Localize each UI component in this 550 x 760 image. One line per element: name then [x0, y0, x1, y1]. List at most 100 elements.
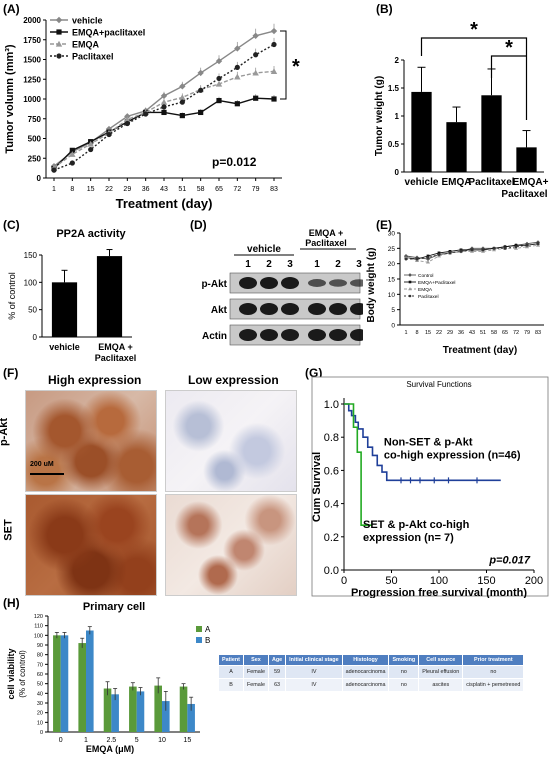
- bar-A: [53, 635, 61, 732]
- bar-B: [187, 703, 195, 732]
- data-point: [503, 246, 507, 250]
- significance-bracket: [420, 37, 528, 120]
- y-tick-label: 0.8: [324, 432, 339, 444]
- data-point: [525, 243, 529, 247]
- y-tick-label: 0: [40, 730, 43, 736]
- x-axis-label: Progression free survival (month): [351, 587, 527, 598]
- y-tick-label: 0: [395, 168, 400, 177]
- table-cell: Pleural effusion: [418, 665, 464, 679]
- data-point: [426, 257, 430, 262]
- legend-label: EMQA+paclitaxel: [72, 28, 145, 38]
- data-point: [124, 120, 130, 127]
- x-tick-label: Paclitaxel: [95, 353, 137, 363]
- data-point: [160, 92, 168, 100]
- x-tick-label: 29: [123, 186, 131, 193]
- data-point: [525, 241, 529, 246]
- x-tick-label: 100: [430, 575, 448, 587]
- data-point: [426, 254, 430, 258]
- data-point: [492, 246, 496, 250]
- x-tick-label: 8: [415, 330, 418, 336]
- survival-curve-1: [344, 403, 373, 526]
- blot-treatment-label: Paclitaxel: [305, 238, 347, 248]
- data-point: [437, 251, 441, 255]
- x-tick-label: 2.5: [106, 737, 116, 744]
- x-tick-label: 65: [215, 186, 223, 193]
- ihc-high-set-image: [25, 494, 157, 596]
- blot-lane-label: 3: [356, 259, 362, 270]
- bar: [446, 122, 467, 172]
- y-axis-label: Cum Survival: [311, 452, 323, 522]
- data-point: [481, 248, 485, 252]
- table-header-cell: Smoking: [388, 654, 420, 666]
- x-axis-label: Treatment (day): [116, 196, 213, 211]
- data-point: [426, 260, 430, 264]
- table-cell: 59: [267, 665, 287, 679]
- data-point: [234, 64, 240, 70]
- p-value: p=0.012: [212, 155, 257, 169]
- y-tick-label: 15: [388, 277, 396, 284]
- y-tick-label: 25: [388, 246, 396, 253]
- y-axis-label: cell viability: [6, 648, 16, 699]
- y-axis-label: Tumor weight (g): [374, 76, 385, 156]
- legend-swatch: [196, 626, 202, 632]
- data-point: [69, 160, 75, 166]
- data-point: [216, 75, 222, 82]
- blot-band: [350, 329, 363, 341]
- western-blot: EMQA +Paclitaxel vehicle 1 2 3 1 2 3 p-Akt Akt Act…: [201, 228, 363, 346]
- y-tick-label: 50: [28, 306, 37, 315]
- blot-band: [329, 279, 347, 287]
- ihc-row-set-label: SET: [2, 519, 15, 541]
- legend-label: Control: [418, 273, 433, 279]
- x-tick-label: 72: [233, 186, 241, 193]
- table-header-cell: Initial clinical stage: [285, 654, 343, 666]
- ihc-low-set-image: [165, 494, 297, 596]
- table-header-cell: Patient: [218, 654, 244, 666]
- data-point: [426, 256, 430, 259]
- blot-band: [260, 329, 278, 341]
- y-tick-label: 1500: [23, 56, 41, 65]
- x-tick-label: 0: [59, 737, 63, 744]
- x-tick-label: 83: [270, 186, 278, 193]
- x-tick-label: vehicle: [405, 177, 439, 188]
- table-cell: Female: [242, 678, 269, 692]
- x-tick-label: 79: [524, 330, 530, 336]
- x-tick-label: 1: [84, 737, 88, 744]
- blot-lane-label: 2: [335, 259, 341, 270]
- data-point: [536, 242, 540, 246]
- blot-band: [281, 303, 299, 315]
- y-tick-label: 30: [37, 701, 43, 707]
- x-tick-label: 79: [252, 186, 260, 193]
- data-point: [179, 99, 185, 105]
- patient-table-header: Patient Sex Age Initial clinical stage Histo…: [218, 654, 525, 666]
- chart-title: Primary cell: [83, 601, 145, 613]
- blot-lane-label: 2: [266, 259, 272, 270]
- table-row: A Female 59 IV adenocarcinoma no Pleural effus…: [218, 665, 525, 679]
- survival-curve-0: [344, 403, 501, 482]
- y-tick-label: 1750: [23, 36, 41, 45]
- y-tick-label: 2: [395, 56, 400, 65]
- pp2a-activity-chart: PP2A activity 0 50 100 150 % of control vehicl…: [7, 228, 137, 363]
- table-cell: no: [388, 678, 420, 692]
- y-tick-label: 0.2: [324, 532, 339, 544]
- data-point: [215, 57, 223, 65]
- series-line-2: [53, 70, 275, 169]
- legend-marker: [55, 16, 63, 24]
- x-axis-label: EMQA (μM): [86, 744, 134, 754]
- table-cell: IV: [285, 665, 343, 679]
- y-tick-label: 0.6: [324, 465, 339, 477]
- body-weight-chart: 0 5 10 15 20 25 30 1 8 15 22 29 36 43 51 58 65 72 79 83 Body…: [366, 231, 544, 356]
- x-tick-label: EMQA+: [513, 177, 549, 188]
- legend-label: vehicle: [72, 16, 103, 26]
- x-tick-label: 15: [183, 737, 191, 744]
- blot-band: [308, 329, 326, 341]
- data-point: [404, 255, 408, 259]
- bar-B: [60, 635, 69, 732]
- y-tick-label: 1.5: [388, 84, 400, 93]
- table-header-cell: Cell source: [418, 654, 464, 666]
- x-tick-label: 150: [477, 575, 495, 587]
- y-tick-label: 20: [37, 711, 43, 717]
- blot-row-label: Akt: [211, 305, 228, 316]
- series-label: SET & p-Akt co-high: [363, 519, 470, 531]
- ihc-low-pakt-image: [165, 390, 297, 492]
